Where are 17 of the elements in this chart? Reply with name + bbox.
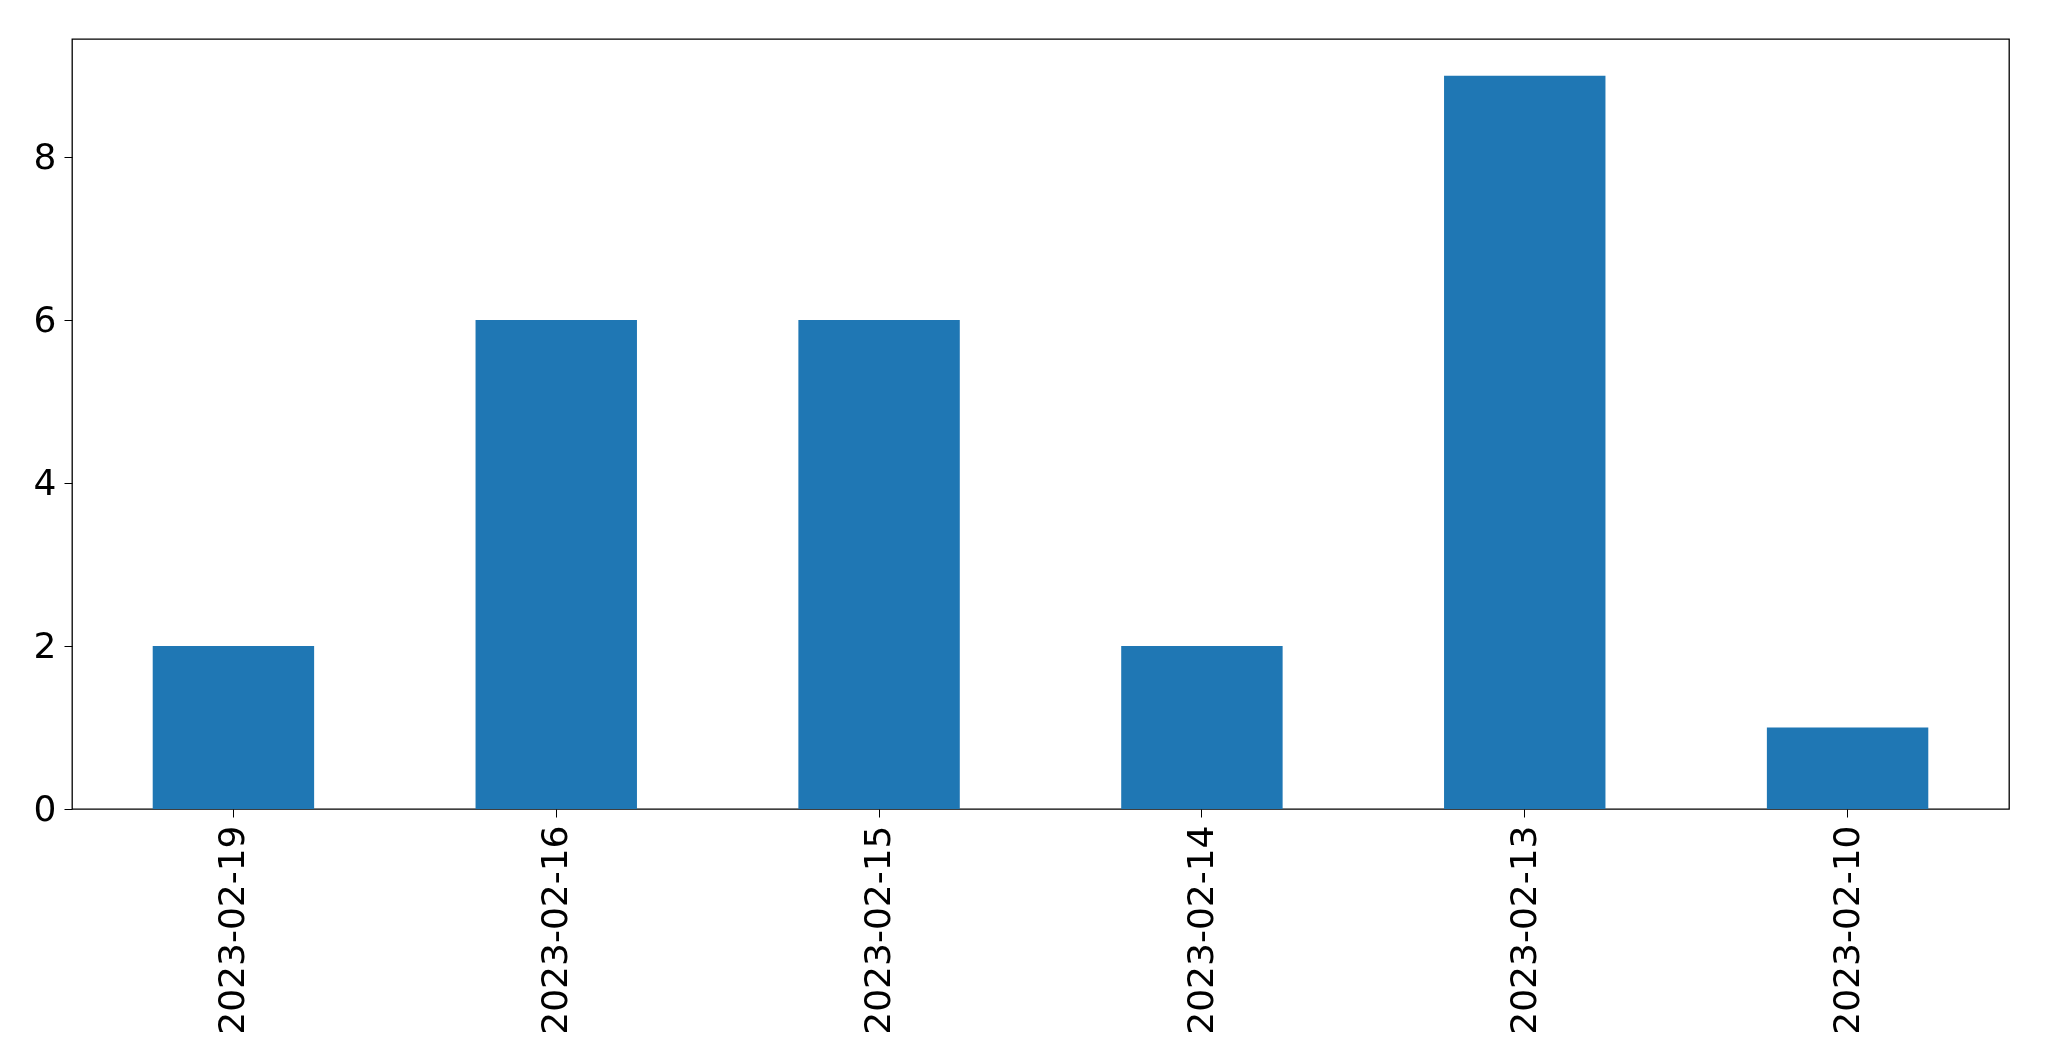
bar xyxy=(152,646,315,809)
y-tick-label: 6 xyxy=(33,298,57,340)
x-tick-label: 2023-02-16 xyxy=(534,825,576,1035)
y-tick-label: 0 xyxy=(33,787,57,829)
bar xyxy=(798,320,960,809)
y-tick-label: 2 xyxy=(33,624,57,666)
bar xyxy=(1444,75,1606,809)
x-tick-label: 2023-02-13 xyxy=(1502,825,1544,1035)
x-tick-label: 2023-02-10 xyxy=(1825,825,1867,1035)
bar xyxy=(1766,727,1929,809)
bar xyxy=(475,320,637,809)
x-tick-label: 2023-02-19 xyxy=(211,825,253,1035)
y-tick-label: 8 xyxy=(33,135,57,177)
bar xyxy=(1121,646,1283,809)
x-tick-label: 2023-02-14 xyxy=(1179,825,1221,1035)
y-tick-label: 4 xyxy=(33,461,57,503)
x-tick-label: 2023-02-15 xyxy=(857,825,899,1035)
